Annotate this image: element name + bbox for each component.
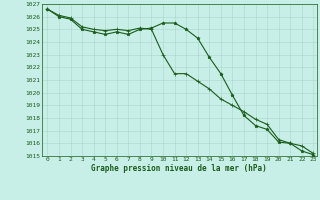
X-axis label: Graphe pression niveau de la mer (hPa): Graphe pression niveau de la mer (hPa) — [91, 164, 267, 173]
